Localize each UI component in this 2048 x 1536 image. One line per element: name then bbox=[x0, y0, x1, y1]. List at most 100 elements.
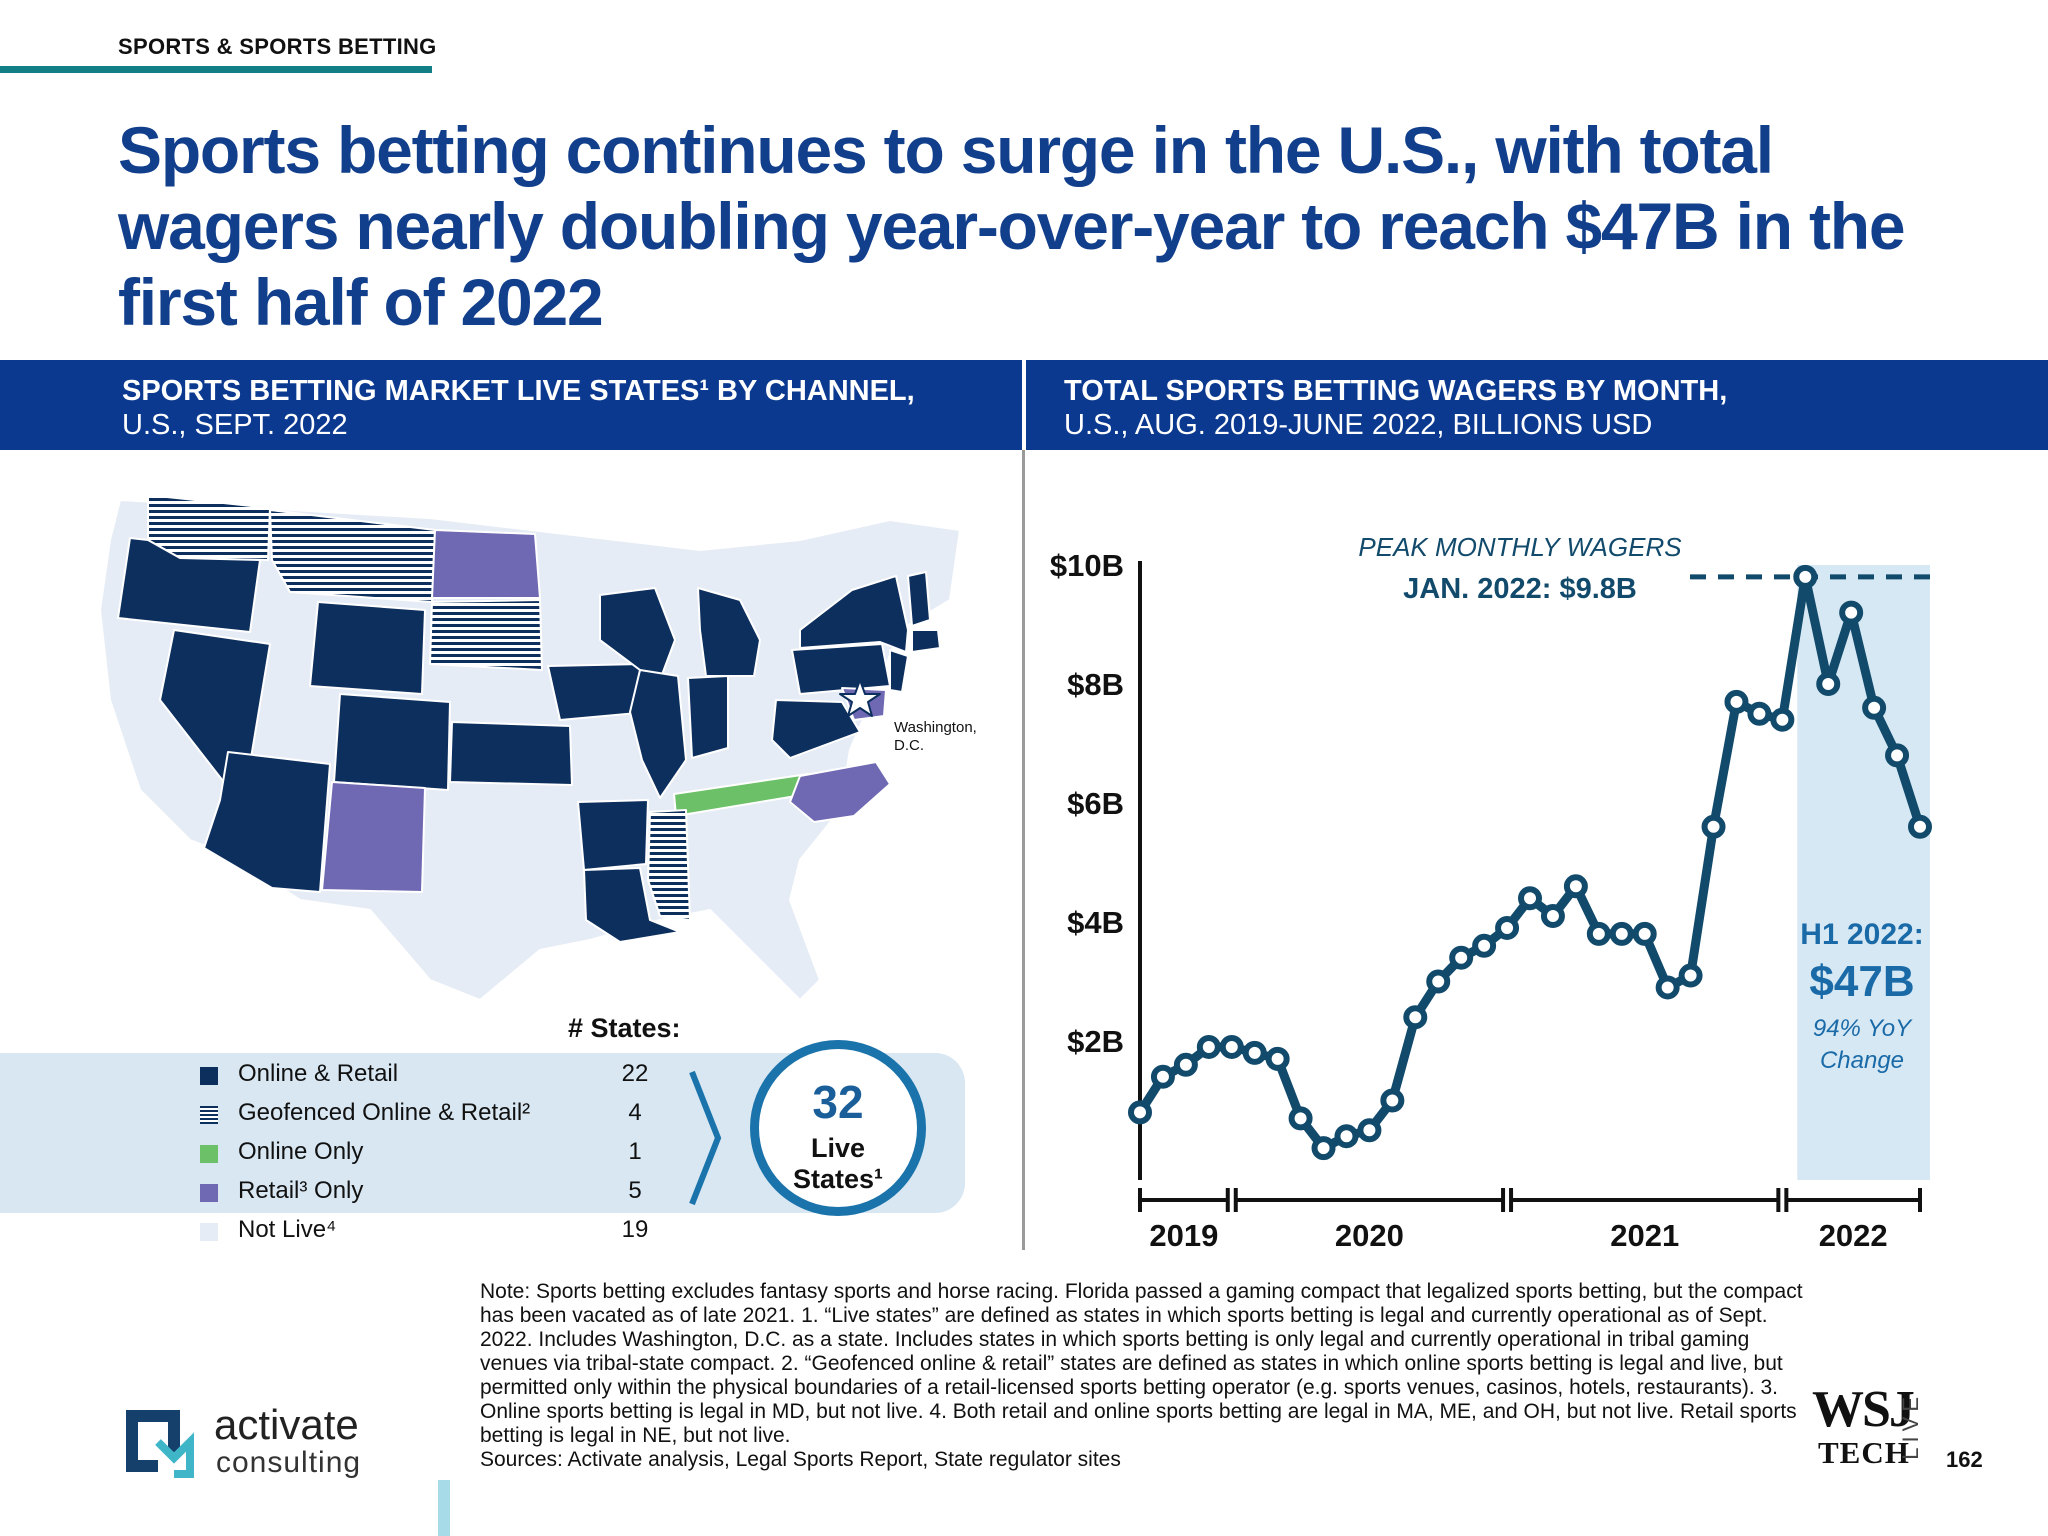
data-point bbox=[1403, 1005, 1428, 1030]
state-co bbox=[333, 693, 451, 791]
legend-swatch-online-retail bbox=[200, 1067, 218, 1085]
data-point bbox=[1908, 814, 1932, 839]
chevron-right-icon bbox=[689, 1070, 722, 1206]
state-pa bbox=[791, 643, 891, 695]
data-point bbox=[1219, 1034, 1244, 1059]
state-sd bbox=[429, 599, 543, 671]
page-number: 162 bbox=[1946, 1447, 1983, 1472]
wsj-logo-line1: WSJ bbox=[1812, 1381, 1915, 1438]
legend-swatch-retail-only bbox=[200, 1184, 218, 1202]
data-point bbox=[1426, 969, 1451, 994]
state-in bbox=[687, 675, 729, 759]
data-point bbox=[1793, 564, 1818, 589]
data-point bbox=[1655, 975, 1680, 1000]
y-axis-ticks: $2B $4B $6B $8B $10B bbox=[1050, 548, 1124, 1059]
state-nm bbox=[321, 781, 426, 893]
legend-label: Online & Retail bbox=[238, 1060, 399, 1087]
legend-count: 5 bbox=[628, 1177, 642, 1204]
section-rule bbox=[0, 66, 432, 73]
legend-label: Not Live⁴ bbox=[238, 1216, 337, 1243]
data-point bbox=[1380, 1088, 1405, 1113]
data-point bbox=[1150, 1064, 1175, 1089]
map-panel-title: SPORTS BETTING MARKET LIVE STATES¹ BY CH… bbox=[122, 375, 915, 407]
live-states-count: 32 bbox=[812, 1076, 864, 1128]
data-point bbox=[1242, 1040, 1267, 1065]
state-or bbox=[117, 537, 261, 633]
live-label-line1: Live bbox=[810, 1133, 866, 1163]
live-states-badge: 32 Live States¹ bbox=[750, 1040, 926, 1216]
state-la bbox=[583, 867, 681, 943]
data-point bbox=[1311, 1136, 1336, 1161]
h1-change-line1: 94% YoY bbox=[1813, 1015, 1913, 1042]
wsj-logo-live: LIVE bbox=[1898, 1392, 1923, 1460]
data-point bbox=[1495, 915, 1520, 940]
section-label: SPORTS & SPORTS BETTING bbox=[118, 34, 437, 59]
data-point bbox=[1173, 1052, 1198, 1077]
legend-swatch-not-live bbox=[200, 1223, 218, 1241]
data-point bbox=[1357, 1118, 1382, 1143]
panel-divider bbox=[1022, 450, 1025, 1250]
h1-title: H1 2022: bbox=[1800, 918, 1923, 951]
activate-logo: activate consulting bbox=[118, 1402, 408, 1482]
data-point bbox=[1449, 945, 1474, 970]
wagers-line-chart: $2B $4B $6B $8B $10B 2019 2020 2021 2022 PEAK M… bbox=[1050, 532, 1940, 1253]
map-panel-subtitle: U.S., SEPT. 2022 bbox=[122, 409, 348, 441]
data-point bbox=[1334, 1124, 1359, 1149]
h1-value: $47B bbox=[1809, 957, 1914, 1006]
data-point bbox=[1518, 886, 1542, 911]
data-point bbox=[1839, 600, 1864, 625]
wsj-tech-live-logo: WSJ TECH LIVE bbox=[1806, 1384, 1926, 1474]
chart-panel-header: TOTAL SPORTS BETTING WAGERS BY MONTH, U.… bbox=[1026, 360, 2048, 450]
peak-label-line1: PEAK MONTHLY WAGERS bbox=[1358, 532, 1682, 562]
wagers-series-points bbox=[1128, 564, 1932, 1161]
x-year-label: 2022 bbox=[1819, 1218, 1888, 1253]
data-point bbox=[1701, 814, 1726, 839]
state-mt bbox=[269, 509, 436, 603]
state-il bbox=[629, 669, 687, 799]
y-tick-label: $10B bbox=[1050, 548, 1124, 583]
state-ks bbox=[449, 721, 573, 786]
state-wy bbox=[309, 601, 426, 695]
logo-word-consulting: consulting bbox=[216, 1446, 362, 1479]
x-year-label: 2019 bbox=[1149, 1218, 1218, 1253]
x-year-label: 2020 bbox=[1335, 1218, 1404, 1253]
map-annotation-line2: D.C. bbox=[894, 737, 924, 754]
data-point bbox=[1885, 743, 1910, 768]
data-point bbox=[1472, 933, 1497, 958]
data-point bbox=[1586, 921, 1611, 946]
map-panel-header: SPORTS BETTING MARKET LIVE STATES¹ BY CH… bbox=[0, 360, 1022, 450]
state-az bbox=[203, 751, 331, 893]
state-va bbox=[771, 699, 861, 759]
legend-swatch-online-only bbox=[200, 1145, 218, 1163]
state-ny bbox=[799, 575, 909, 653]
data-point bbox=[1609, 921, 1634, 946]
data-point bbox=[1816, 672, 1841, 696]
notes-text: Note: Sports betting excludes fantasy sp… bbox=[480, 1280, 1803, 1447]
x-year-label: 2021 bbox=[1610, 1218, 1679, 1253]
h1-change-line2: Change bbox=[1820, 1047, 1904, 1074]
map-annotation-line1: Washington, bbox=[894, 719, 977, 736]
legend-label: Retail³ Only bbox=[238, 1177, 364, 1204]
state-ms bbox=[647, 809, 691, 921]
data-point bbox=[1128, 1100, 1152, 1125]
legend-count: 4 bbox=[628, 1099, 642, 1126]
live-label-line2: States¹ bbox=[792, 1164, 884, 1194]
legend-count: 19 bbox=[621, 1216, 649, 1243]
legend-count: 22 bbox=[621, 1060, 649, 1087]
y-tick-label: $8B bbox=[1067, 667, 1124, 702]
y-tick-label: $6B bbox=[1067, 786, 1124, 821]
state-ct-ri bbox=[911, 629, 941, 653]
state-nd bbox=[431, 529, 541, 599]
legend-label: Geofenced Online & Retail² bbox=[238, 1099, 531, 1126]
data-point bbox=[1770, 707, 1795, 732]
activate-mark-icon bbox=[126, 1410, 194, 1478]
footnotes: Note: Sports betting excludes fantasy sp… bbox=[480, 1280, 1820, 1472]
us-states-map: Washington, D.C. bbox=[100, 494, 977, 1001]
legend-count: 1 bbox=[628, 1138, 642, 1165]
data-point bbox=[1540, 904, 1565, 929]
states-count-header: # States: bbox=[568, 1013, 681, 1043]
y-tick-label: $2B bbox=[1067, 1024, 1124, 1059]
logo-word-activate: activate bbox=[214, 1401, 359, 1448]
footer-accent-bar bbox=[438, 1480, 450, 1536]
state-nj bbox=[889, 649, 909, 693]
